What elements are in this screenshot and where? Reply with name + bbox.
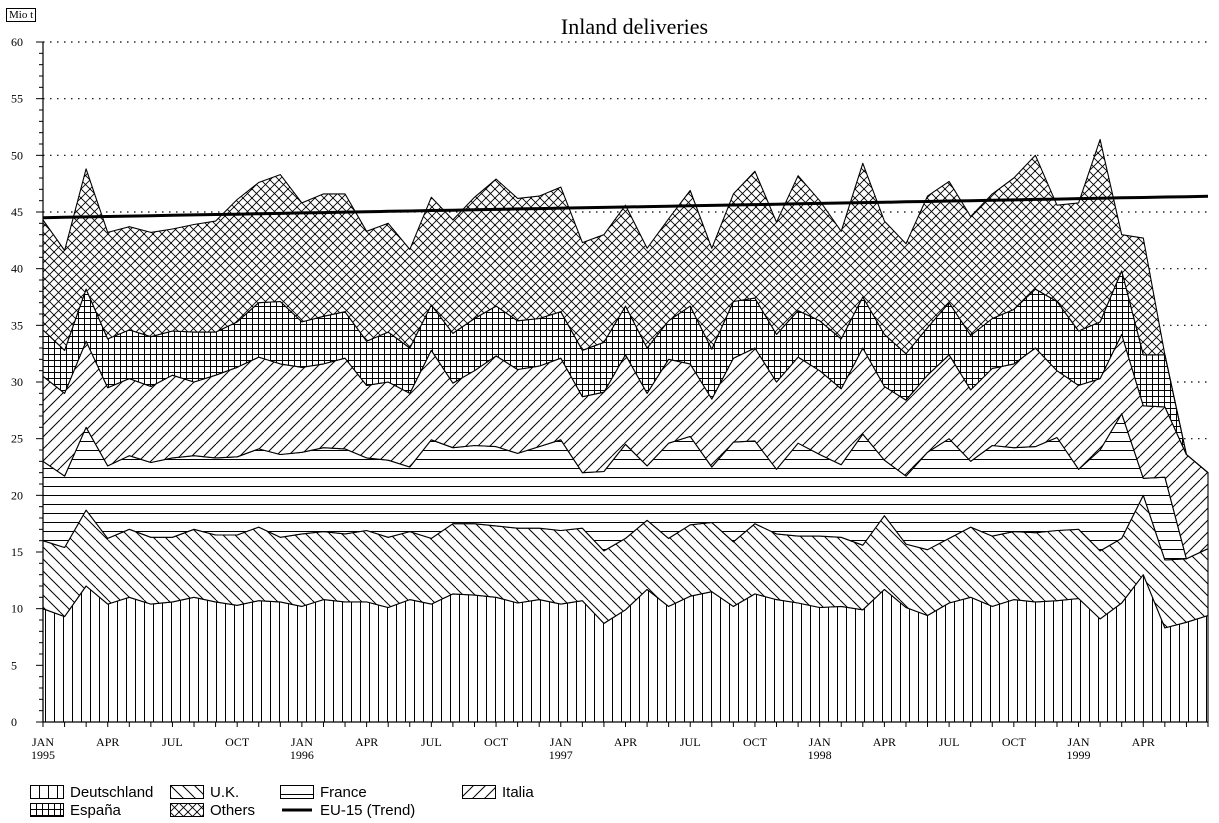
legend-swatch-others [170,803,204,817]
x-tick-label: APR [1132,735,1155,749]
x-tick-year-label: 1995 [31,748,55,762]
x-tick-label: JUL [162,735,183,749]
y-tick-label: 25 [11,432,23,446]
trend-line-group [42,194,1209,220]
y-tick-label: 5 [11,658,17,672]
legend-label: U.K. [210,784,240,801]
y-tick-label: 60 [11,35,23,49]
y-tick-label: 40 [11,262,23,276]
legend-swatch-italia [462,785,496,799]
x-tick-label: JAN [809,735,831,749]
y-tick-label: 35 [11,318,23,332]
x-tick-label: JAN [291,735,313,749]
stacked-areas [42,138,1209,723]
area-others [42,138,1209,474]
x-tick-label: APR [96,735,119,749]
line-eu-15-trend [42,194,1209,220]
x-tick-label: JUL [680,735,701,749]
legend-label: Deutschland [70,784,154,801]
legend-label: EU-15 (Trend) [320,802,416,819]
unit-label: Mio t [6,8,37,22]
x-tick-label: OCT [225,735,250,749]
x-tick-year-label: 1998 [808,748,832,762]
legend-swatch-deutschland [30,785,64,799]
y-tick-label: 30 [11,375,23,389]
legend-swatch-eu15-trend [282,808,312,812]
legend: Deutschland U.K. France Italia España Ot… [30,784,590,822]
legend-swatch-france [280,785,314,799]
x-tick-label: OCT [743,735,768,749]
y-tick-label: 45 [11,205,23,219]
x-tick-label: OCT [484,735,509,749]
x-tick-label: JAN [32,735,54,749]
y-tick-label: 55 [11,92,23,106]
chart-title: Inland deliveries [560,14,709,39]
y-tick-label: 10 [11,602,23,616]
x-tick-label: JUL [421,735,442,749]
x-tick-label: APR [614,735,637,749]
x-tick-label: JAN [550,735,572,749]
y-tick-label: 20 [11,488,23,502]
legend-label: España [70,802,121,819]
x-tick-year-label: 1996 [290,748,314,762]
x-tick-label: APR [873,735,896,749]
x-tick-year-label: 1999 [1067,748,1091,762]
y-tick-label: 50 [11,148,23,162]
legend-label: France [320,784,367,801]
x-tick-label: JAN [1068,735,1090,749]
legend-label: Others [210,802,256,819]
x-tick-year-label: 1997 [549,748,573,762]
x-tick-label: JUL [939,735,960,749]
legend-label: Italia [502,784,534,801]
y-tick-label: 0 [11,715,17,729]
y-tick-label: 15 [11,545,23,559]
legend-swatch-uk [170,785,204,799]
x-tick-label: APR [355,735,378,749]
legend-swatch-espana [30,803,64,817]
x-tick-label: OCT [1002,735,1027,749]
